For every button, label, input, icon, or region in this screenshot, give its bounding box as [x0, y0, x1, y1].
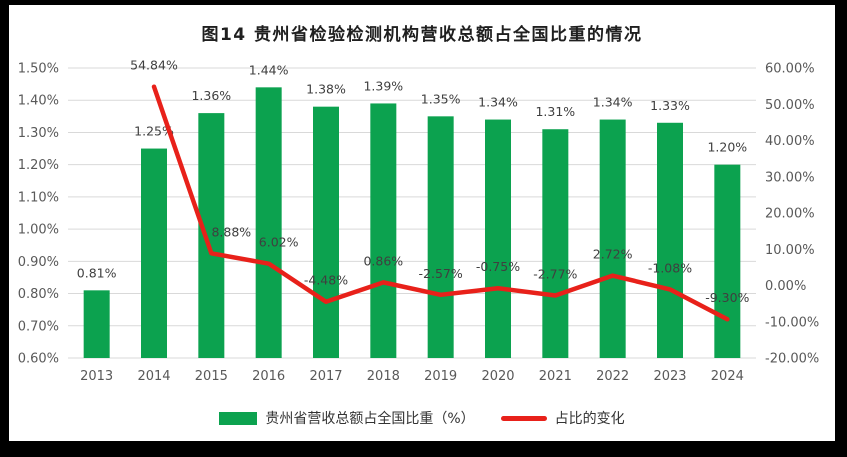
bar-2021: [542, 129, 569, 358]
left-axis-tick-label: 1.50%: [18, 62, 59, 77]
bar-data-label: 1.39%: [363, 78, 403, 93]
bar-data-label: 1.34%: [593, 95, 633, 110]
right-axis-tick-label: 0.00%: [765, 279, 806, 294]
bar-data-label: 0.81%: [77, 265, 117, 280]
line-data-label: -2.57%: [419, 266, 463, 281]
right-axis-tick-label: 20.00%: [765, 207, 815, 222]
bar-2024: [714, 164, 741, 358]
x-axis-category-label: 2018: [367, 369, 400, 384]
bar-2019: [427, 116, 454, 358]
bar-data-label: 1.33%: [650, 98, 690, 113]
bar-2023: [657, 122, 683, 359]
x-axis-category-label: 2013: [80, 369, 113, 384]
left-axis-tick-label: 1.20%: [18, 158, 59, 173]
x-axis-category-label: 2022: [596, 369, 629, 384]
line-data-label: 8.88%: [211, 224, 251, 239]
bar-series-swatch-icon: [219, 411, 258, 425]
right-axis-tick-label: 60.00%: [765, 62, 815, 77]
bar-data-label: 1.38%: [306, 82, 346, 97]
right-axis-tick-label: 50.00%: [765, 98, 815, 113]
change-line: [151, 84, 730, 322]
bar-data-label: 1.44%: [249, 62, 289, 77]
x-axis-category-label: 2024: [711, 369, 744, 384]
line-data-label: 6.02%: [259, 235, 299, 250]
bar-data-label: 1.36%: [191, 88, 231, 103]
bar-2022: [599, 119, 626, 358]
bar-2017: [313, 106, 339, 359]
line-data-label: -0.75%: [476, 259, 520, 274]
left-axis-tick-label: 0.90%: [18, 255, 59, 270]
line-data-label: -1.08%: [648, 260, 692, 275]
x-axis-category-label: 2021: [539, 369, 572, 384]
right-axis-tick-label: 30.00%: [765, 170, 815, 185]
x-axis-category-label: 2015: [195, 369, 228, 384]
left-axis-tick-label: 0.70%: [18, 319, 59, 334]
x-axis-category-label: 2020: [481, 369, 514, 384]
x-axis-category-label: 2019: [424, 369, 457, 384]
left-axis-tick-label: 1.10%: [18, 190, 59, 205]
legend-item-line-series: 占比的变化: [500, 408, 625, 428]
bar-2020: [485, 119, 511, 358]
bar-2015: [198, 113, 225, 358]
legend-label-bar-series: 贵州省营收总额占全国比重（%）: [265, 411, 475, 427]
bar-data-label: 1.31%: [535, 104, 575, 119]
right-axis-tick-label: -20.00%: [765, 352, 819, 367]
chart-legend: 贵州省营收总额占全国比重（%） 占比的变化: [9, 408, 835, 428]
legend-label-line-series: 占比的变化: [554, 411, 625, 427]
bar-2014: [141, 148, 167, 358]
x-axis-category-label: 2017: [309, 369, 342, 384]
line-data-label: 54.84%: [130, 58, 178, 73]
bar-2016: [255, 87, 282, 358]
line-data-label: 2.72%: [593, 247, 633, 262]
combo-chart: 0.60% 0.70% 0.80% 0.90% 1.00% 1.10% 1.20% 1.30%…: [18, 58, 820, 384]
left-axis-tick-label: 1.30%: [18, 126, 59, 141]
x-axis-category-label: 2023: [653, 369, 686, 384]
bar-data-label: 1.20%: [707, 140, 747, 155]
left-axis-tick-label: 1.40%: [18, 94, 59, 109]
bar-data-label: 1.34%: [478, 95, 518, 110]
right-axis-tick-label: -10.00%: [765, 315, 819, 330]
left-axis-tick-label: 0.60%: [18, 352, 59, 367]
bar-data-label: 1.35%: [421, 91, 461, 106]
right-axis-tick-label: 10.00%: [765, 243, 815, 258]
left-axis-tick-label: 0.80%: [18, 287, 59, 302]
line-data-label: 0.86%: [363, 253, 403, 268]
chart-panel: 0.60% 0.70% 0.80% 0.90% 1.00% 1.10% 1.20% 1.30%…: [9, 5, 835, 441]
line-series-swatch-icon: [500, 415, 547, 421]
bar-2013: [83, 290, 110, 358]
line-data-label: -2.77%: [533, 267, 577, 282]
bar-data-label: 1.25%: [134, 124, 174, 139]
x-axis-category-label: 2016: [252, 369, 285, 384]
line-data-label: -4.48%: [304, 273, 348, 288]
right-axis-tick-label: 40.00%: [765, 134, 815, 149]
left-axis-tick-label: 1.00%: [18, 223, 59, 238]
legend-item-bar-series: 贵州省营收总额占全国比重（%）: [219, 408, 475, 428]
line-data-label: -9.30%: [705, 290, 749, 305]
x-axis-category-label: 2014: [137, 369, 170, 384]
chart-title: 图14 贵州省检验检测机构营收总额占全国比重的情况: [201, 25, 643, 45]
bar-2018: [370, 103, 397, 358]
